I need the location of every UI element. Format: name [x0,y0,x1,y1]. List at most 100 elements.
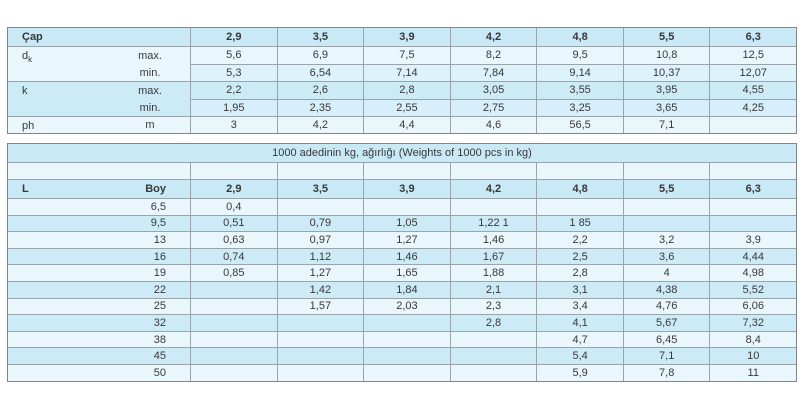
weight-cell [276,331,364,348]
value-cell: 3,95 [622,82,710,99]
value-cell: 8,2 [449,47,537,64]
weight-cell [709,199,796,215]
value-cell: 4,55 [709,82,796,99]
weight-cell: 1,12 [276,248,364,265]
spacer-cell [8,163,190,179]
weight-cell: 1,88 [449,265,537,281]
weight-cell: 0,74 [190,248,277,265]
size-header-cell: 2,9 [190,180,277,198]
row-label: k [22,85,28,97]
weights-title: 1000 adedinin kg, ağırlığı (Weights of 1… [272,147,532,159]
length-cell: 32 [153,316,166,329]
weight-cell: 7,32 [709,315,796,331]
size-header-cell: 3,5 [276,28,364,46]
weight-cell [276,348,364,364]
value-cell: 6,54 [276,64,364,81]
size-header-cell: 3,5 [276,180,364,198]
weight-cell: 3,2 [622,232,710,248]
value-cell: 12,07 [709,64,796,81]
value-cell: 3,25 [536,99,623,116]
length-cell: 45 [153,350,166,363]
table-row: 5,6 6,9 7,5 8,2 9,5 10,8 12,5 [190,47,796,64]
weight-cell: 4,1 [536,315,623,331]
weight-cell [449,348,537,364]
qualifier-cell: min. [8,99,190,116]
qualifier-cell: m [8,117,190,133]
weight-cell: 1,46 [449,232,537,248]
weight-cell: 2,8 [449,315,537,331]
weight-cell: 3,9 [709,232,796,248]
weight-cell: 2,1 [449,281,537,298]
boy-header-label: Boy [145,183,166,195]
weight-cell: 5,52 [709,281,796,298]
weight-cell: 4,76 [622,298,710,315]
spacer-cell [276,163,364,179]
value-cell: 5,3 [190,64,277,81]
value-cell: 9,5 [536,47,623,64]
weight-cell: 5,9 [536,364,623,381]
row-label: ph [22,120,35,132]
weight-cell [276,315,364,331]
weight-cell [363,331,450,348]
spec-group-label-cell: ph m [8,117,190,133]
qualifier-label: m [145,119,155,131]
weight-cell [449,199,537,215]
weight-cell: 4,38 [622,281,710,298]
value-cell: 3,65 [622,99,710,116]
size-header-cell: 3,9 [363,180,450,198]
spacer-cell [536,163,623,179]
weight-cell: 0,4 [190,199,277,215]
size-header-cell: 4,2 [449,180,537,198]
table-row: 5,3 6,54 7,14 7,84 9,14 10,37 12,07 [190,63,796,81]
qualifier-cell: max. [8,82,190,99]
qualifier-label: max. [138,49,162,62]
value-cell: 3,55 [536,82,623,99]
weight-cell [190,364,277,381]
weight-cell [190,315,277,331]
table-row: 25 1,57 2,03 2,3 3,4 4,76 6,06 [8,297,796,315]
length-cell: 25 [153,300,166,313]
spacer-cell [190,163,277,179]
value-cell: 7,84 [449,64,537,81]
table-row: 1,95 2,35 2,55 2,75 3,25 3,65 4,25 [190,98,796,116]
value-cell: 4,4 [363,117,450,133]
spacer-cell [622,163,710,179]
value-cell: 4,2 [276,117,364,133]
value-cell: 2,35 [276,99,364,116]
size-header-cell: 4,2 [449,28,537,46]
weight-cell: 2,2 [536,232,623,248]
weight-cell: 3,4 [536,298,623,315]
value-cell [709,117,796,133]
size-header-cell: 2,9 [190,28,277,46]
length-header-cell: L Boy [8,180,190,198]
dimensions-body: dk max. min. 5,6 6,9 7,5 8,2 9,5 10,8 12,5 5,3 6,54… [8,46,796,133]
spacer-cell [709,163,796,179]
weight-cell: 6,06 [709,298,796,315]
weights-title-row: 1000 adedinin kg, ağırlığı (Weights of 1… [8,144,796,162]
weight-cell: 4,7 [536,331,623,348]
weight-cell: 1,57 [276,298,364,315]
table-row: 6,5 0,4 [8,198,796,215]
value-cell: 2,55 [363,99,450,116]
weight-cell [449,364,537,381]
weight-cell: 4,98 [709,265,796,281]
spec-group: ph m 3 4,2 4,4 4,6 56,5 7,1 [8,116,796,133]
value-cell: 2,75 [449,99,537,116]
weight-cell: 1,46 [363,248,450,265]
value-cell: 10,8 [622,47,710,64]
weight-cell: 5,4 [536,348,623,364]
diameter-header-label: Çap [22,31,43,43]
value-cell: 3 [190,117,277,133]
row-label: dk [22,50,33,65]
value-cell: 7,14 [363,64,450,81]
value-cell: 2,8 [363,82,450,99]
value-cell: 2,6 [276,82,364,99]
size-header-cell: 4,8 [536,180,623,198]
weight-cell: 7,8 [622,364,710,381]
length-cell: 50 [153,366,166,379]
weight-cell: 1 85 [536,215,623,232]
weight-cell: 1,22 1 [449,215,537,232]
length-cell: 19 [153,267,166,280]
weight-cell [709,215,796,232]
